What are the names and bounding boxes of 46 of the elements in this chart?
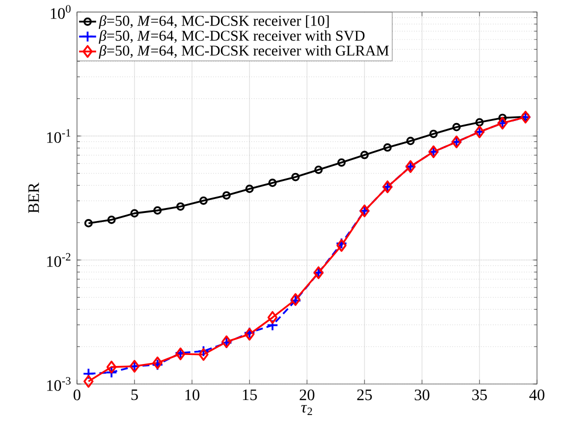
y-axis-title: BER (28, 182, 39, 214)
point (336, 239, 347, 252)
x-tick-label: 15 (242, 390, 257, 400)
legend-label: β=50, M=64, MC-DCSK receiver [10] (98, 15, 329, 29)
point (406, 136, 415, 146)
point (153, 206, 162, 215)
x-tick-label: 30 (414, 390, 430, 400)
y-tick-label: 10$^{-2}$ (47, 253, 70, 267)
point (475, 118, 484, 126)
point (336, 238, 348, 250)
x-tick-label: 40 (529, 390, 544, 400)
point (268, 178, 277, 188)
point (291, 172, 300, 182)
point (107, 216, 116, 224)
point (198, 348, 209, 361)
x-tick-label: 20 (300, 390, 314, 400)
point (83, 375, 94, 388)
point (198, 345, 210, 358)
point (383, 143, 392, 152)
point (130, 209, 139, 218)
x-tick-label: 0 (74, 390, 80, 400)
point (267, 311, 278, 324)
point (498, 114, 507, 122)
point (222, 191, 231, 200)
y-tick-label: 10$^{-1}$ (47, 129, 70, 143)
point (245, 184, 254, 194)
point (452, 122, 461, 132)
point (429, 130, 438, 138)
legend-label: β=50, M=64, MC-DCSK receiver with SVD (98, 30, 365, 44)
point (337, 158, 346, 167)
legend-label: β=50, M=64, MC-DCSK receiver with GLRAM (98, 45, 389, 59)
x-tick-label: 5 (131, 390, 138, 400)
point (176, 202, 185, 211)
y-tick-label: 10$^{0}$ (50, 5, 71, 19)
point (82, 368, 94, 380)
point (106, 366, 118, 378)
point (199, 196, 208, 205)
point (314, 166, 323, 174)
x-tick-label: 25 (357, 390, 372, 400)
point (106, 360, 117, 374)
point (266, 319, 278, 332)
x-tick-label: 10 (185, 390, 200, 400)
x-tick-label: 35 (472, 390, 487, 400)
x-axis-title: τ$_{2}$ (301, 405, 312, 416)
point (360, 150, 369, 160)
y-tick-label: 10$^{-3}$ (47, 377, 71, 391)
